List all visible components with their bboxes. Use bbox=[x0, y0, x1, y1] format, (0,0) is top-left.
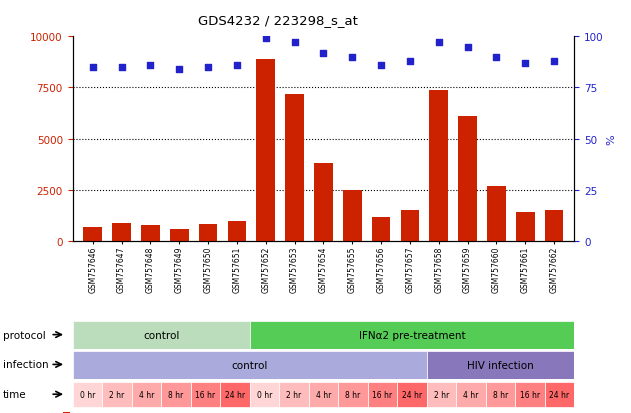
Text: time: time bbox=[3, 389, 27, 399]
Bar bbox=[220, 382, 250, 408]
Point bbox=[174, 66, 184, 73]
Text: control: control bbox=[232, 360, 268, 370]
Text: protocol: protocol bbox=[3, 330, 45, 340]
Bar bbox=[368, 382, 397, 408]
Text: control: control bbox=[143, 330, 179, 340]
Point bbox=[261, 36, 271, 43]
Text: 8 hr: 8 hr bbox=[168, 390, 184, 399]
Bar bbox=[545, 382, 574, 408]
Bar bbox=[279, 382, 309, 408]
Y-axis label: %: % bbox=[606, 134, 616, 145]
Point bbox=[203, 64, 213, 71]
Bar bbox=[397, 382, 427, 408]
Text: IFNα2 pre-treatment: IFNα2 pre-treatment bbox=[358, 330, 465, 340]
Bar bbox=[343, 190, 362, 242]
Bar bbox=[458, 117, 477, 242]
Point bbox=[145, 62, 155, 69]
Point bbox=[347, 55, 357, 61]
Text: GDS4232 / 223298_s_at: GDS4232 / 223298_s_at bbox=[198, 14, 358, 27]
Text: 2 hr: 2 hr bbox=[109, 390, 124, 399]
Text: HIV infection: HIV infection bbox=[467, 360, 534, 370]
Bar bbox=[401, 211, 419, 242]
Bar bbox=[228, 221, 246, 242]
Text: 24 hr: 24 hr bbox=[225, 390, 245, 399]
Bar bbox=[112, 223, 131, 242]
Text: 4 hr: 4 hr bbox=[139, 390, 154, 399]
Bar bbox=[456, 382, 486, 408]
Bar bbox=[250, 321, 574, 349]
Text: 24 hr: 24 hr bbox=[402, 390, 422, 399]
Bar bbox=[487, 186, 505, 242]
Bar bbox=[170, 229, 189, 242]
Bar bbox=[309, 382, 338, 408]
Bar bbox=[285, 95, 304, 242]
Point bbox=[290, 40, 300, 47]
Bar bbox=[516, 213, 534, 242]
Bar bbox=[427, 382, 456, 408]
Point bbox=[549, 58, 559, 65]
Bar bbox=[486, 382, 515, 408]
Point bbox=[433, 40, 444, 47]
Bar bbox=[199, 224, 218, 242]
Text: 2 hr: 2 hr bbox=[286, 390, 302, 399]
Bar bbox=[545, 211, 563, 242]
Point bbox=[492, 55, 502, 61]
Bar bbox=[314, 164, 333, 242]
Point bbox=[88, 64, 98, 71]
Bar bbox=[83, 227, 102, 242]
Text: 8 hr: 8 hr bbox=[345, 390, 360, 399]
Point bbox=[463, 44, 473, 51]
Bar bbox=[250, 382, 279, 408]
Bar bbox=[256, 59, 275, 242]
Bar bbox=[73, 321, 250, 349]
Bar bbox=[102, 382, 132, 408]
Bar bbox=[427, 351, 574, 379]
Bar bbox=[141, 225, 160, 242]
Point bbox=[117, 64, 127, 71]
Bar bbox=[338, 382, 368, 408]
Text: infection: infection bbox=[3, 360, 48, 370]
Bar bbox=[73, 351, 427, 379]
Point bbox=[376, 62, 386, 69]
Bar bbox=[132, 382, 161, 408]
Text: 4 hr: 4 hr bbox=[316, 390, 331, 399]
Bar bbox=[63, 412, 70, 413]
Bar bbox=[161, 382, 191, 408]
Point bbox=[520, 60, 530, 67]
Text: 16 hr: 16 hr bbox=[195, 390, 215, 399]
Point bbox=[319, 50, 329, 57]
Text: 4 hr: 4 hr bbox=[463, 390, 479, 399]
Text: 24 hr: 24 hr bbox=[550, 390, 570, 399]
Bar bbox=[191, 382, 220, 408]
Text: 0 hr: 0 hr bbox=[80, 390, 95, 399]
Bar bbox=[515, 382, 545, 408]
Point bbox=[405, 58, 415, 65]
Bar bbox=[73, 382, 102, 408]
Text: 2 hr: 2 hr bbox=[433, 390, 449, 399]
Text: 16 hr: 16 hr bbox=[520, 390, 540, 399]
Text: 8 hr: 8 hr bbox=[493, 390, 508, 399]
Text: 16 hr: 16 hr bbox=[372, 390, 392, 399]
Point bbox=[232, 62, 242, 69]
Bar bbox=[372, 217, 391, 242]
Text: 0 hr: 0 hr bbox=[257, 390, 272, 399]
Bar bbox=[429, 90, 448, 242]
